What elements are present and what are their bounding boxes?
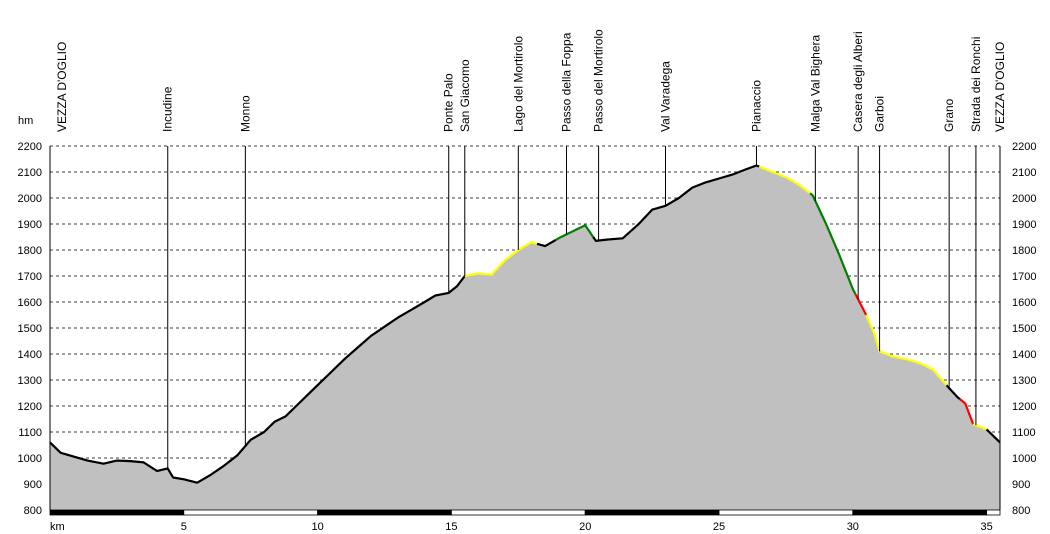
y-tick-label-left: 1100 — [18, 427, 42, 439]
waypoint-label: VEZZA D'OGLIO — [55, 42, 69, 132]
waypoint-label: Pianaccio — [749, 80, 763, 132]
y-tick-label-left: 1000 — [18, 453, 42, 465]
distance-scale-block — [317, 509, 452, 516]
x-tick-label: 10 — [311, 521, 323, 533]
profile-segment — [592, 164, 760, 242]
x-axis-unit: km — [50, 521, 65, 533]
y-tick-label-left: 1400 — [18, 349, 42, 361]
y-tick-label-right: 2000 — [1012, 193, 1036, 205]
profile-segment — [49, 275, 466, 484]
y-tick-label-right: 1600 — [1012, 297, 1036, 309]
x-tick-label: 15 — [445, 521, 457, 533]
y-tick-label-right: 1000 — [1012, 453, 1036, 465]
distance-scale-block — [183, 509, 319, 516]
y-tick-label-right: 1700 — [1012, 271, 1036, 283]
waypoint-label: Lago del Mortirolo — [511, 36, 525, 132]
y-tick-label-right: 1900 — [1012, 219, 1036, 231]
y-tick-label-right: 2200 — [1012, 141, 1036, 153]
y-tick-label-left: 1500 — [18, 323, 42, 335]
profile-segment — [854, 293, 868, 316]
y-tick-label-left: 2100 — [18, 167, 42, 179]
axes: 800 800 900 900 1000 1000 1100 1100 1200 1200 1300… — [18, 141, 1037, 533]
waypoint-label: Passo del Mortirolo — [592, 29, 606, 132]
waypoint-label: Casera degli Alberi — [851, 31, 865, 132]
y-tick-label-right: 1300 — [1012, 375, 1036, 387]
waypoint-label: Garboi — [873, 96, 887, 132]
y-tick-label-left: 2200 — [18, 141, 42, 153]
waypoint-label: Monno — [238, 95, 252, 132]
x-tick-label: 30 — [847, 521, 859, 533]
waypoint-label: Passo della Foppa — [559, 32, 573, 132]
y-axis-unit: hm — [18, 115, 33, 127]
y-tick-label-right: 1100 — [1012, 427, 1036, 439]
waypoint-label: Incudine — [161, 86, 175, 132]
profile-segment — [809, 192, 857, 295]
y-tick-label-right: 1200 — [1012, 401, 1036, 413]
profile-segment — [758, 165, 811, 195]
profile-segment — [959, 398, 975, 425]
y-tick-label-right: 1800 — [1012, 245, 1036, 257]
distance-scale-block — [986, 509, 1001, 516]
waypoint-label: Val Varadega — [658, 61, 672, 132]
elevation-area — [50, 165, 1000, 510]
y-tick-label-left: 1600 — [18, 297, 42, 309]
waypoint-label: Malga Val Bighera — [808, 35, 822, 132]
x-tick-label: 35 — [980, 521, 992, 533]
y-tick-label-left: 1900 — [18, 219, 42, 231]
x-tick-label: 25 — [713, 521, 725, 533]
y-tick-label-left: 800 — [24, 505, 42, 517]
y-tick-label-left: 1300 — [18, 375, 42, 387]
y-tick-label-left: 2000 — [18, 193, 42, 205]
y-tick-label-left: 1800 — [18, 245, 42, 257]
profile-area — [50, 165, 1000, 510]
y-tick-label-right: 900 — [1012, 479, 1030, 491]
profile-lines — [49, 164, 1001, 484]
y-tick-label-right: 1500 — [1012, 323, 1036, 335]
profile-segment — [865, 314, 948, 386]
waypoint-label: Grano — [942, 98, 956, 132]
profile-segment — [464, 241, 538, 278]
distance-scale-block — [584, 509, 720, 516]
distance-scale-block — [451, 509, 586, 516]
profile-segment — [555, 224, 595, 241]
waypoint-label: San Giacomo — [458, 59, 472, 132]
distance-scale-block — [49, 509, 185, 516]
profile-segment — [536, 238, 557, 248]
profile-segment — [985, 428, 1001, 444]
y-tick-label-left: 1200 — [18, 401, 42, 413]
y-tick-label-right: 1400 — [1012, 349, 1036, 361]
y-tick-label-left: 1700 — [18, 271, 42, 283]
profile-segment — [945, 384, 961, 400]
waypoint-label: VEZZA D'OGLIO — [993, 42, 1007, 132]
waypoint-label: Strada dei Ronchi — [969, 37, 983, 132]
y-tick-label-right: 2100 — [1012, 167, 1036, 179]
y-tick-label-right: 800 — [1012, 505, 1030, 517]
y-tick-label-left: 900 — [24, 479, 42, 491]
distance-scale-block — [852, 509, 988, 516]
x-tick-label: 5 — [181, 521, 187, 533]
waypoint-label: Ponte Palo — [442, 73, 456, 132]
distance-scale-block — [718, 509, 854, 516]
x-tick-label: 20 — [579, 521, 591, 533]
